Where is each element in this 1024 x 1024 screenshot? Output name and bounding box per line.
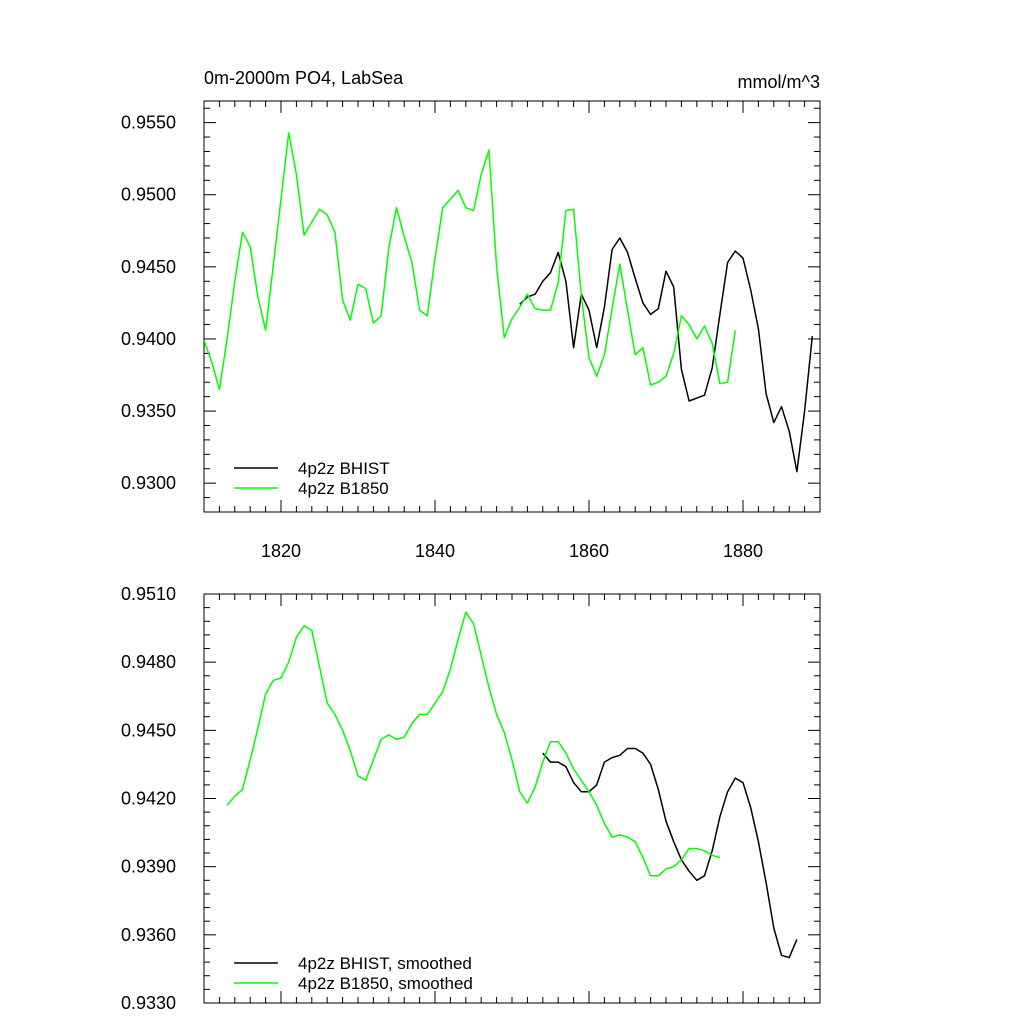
- x-tick-label: 1880: [723, 541, 763, 561]
- y-tick-label: 0.9510: [121, 584, 176, 604]
- series-line-bhist: [519, 237, 814, 473]
- y-tick-label: 0.9360: [121, 925, 176, 945]
- bottom-panel: 0.9330 0.9360 0.9390 0.9420 0.9450 0.9480 0.95…: [121, 584, 821, 1013]
- series-line-b1850: [204, 131, 737, 391]
- series-line-b1850: [226, 611, 721, 877]
- y-tick-label: 0.9400: [121, 329, 176, 349]
- y-tick-label: 0.9350: [121, 401, 176, 421]
- top-panel-title: 0m-2000m PO4, LabSea: [204, 68, 404, 88]
- y-tick-label: 0.9390: [121, 857, 176, 877]
- y-tick-label: 0.9480: [121, 652, 176, 672]
- y-tick-label: 0.9420: [121, 789, 176, 809]
- legend-label: 4p2z BHIST: [298, 459, 390, 478]
- x-tick-label: 1820: [261, 541, 301, 561]
- legend-label: 4p2z B1850: [298, 479, 389, 498]
- top-panel: 0m-2000m PO4, LabSea mmol/m^3 1820 1840 18…: [121, 68, 821, 561]
- legend-label: 4p2z B1850, smoothed: [298, 974, 473, 993]
- y-tick-label: 0.9300: [121, 473, 176, 493]
- y-tick-label: 0.9500: [121, 185, 176, 205]
- x-tick-label: 1860: [569, 541, 609, 561]
- y-tick-label: 0.9450: [121, 720, 176, 740]
- top-panel-units: mmol/m^3: [738, 72, 820, 92]
- legend-label: 4p2z BHIST, smoothed: [298, 954, 472, 973]
- y-tick-label: 0.9330: [121, 993, 176, 1013]
- series-line-bhist: [542, 747, 798, 959]
- y-tick-label: 0.9550: [121, 113, 176, 133]
- y-tick-label: 0.9450: [121, 257, 176, 277]
- plot-frame: [203, 593, 821, 1004]
- plot-frame: [203, 100, 821, 513]
- x-tick-label: 1840: [415, 541, 455, 561]
